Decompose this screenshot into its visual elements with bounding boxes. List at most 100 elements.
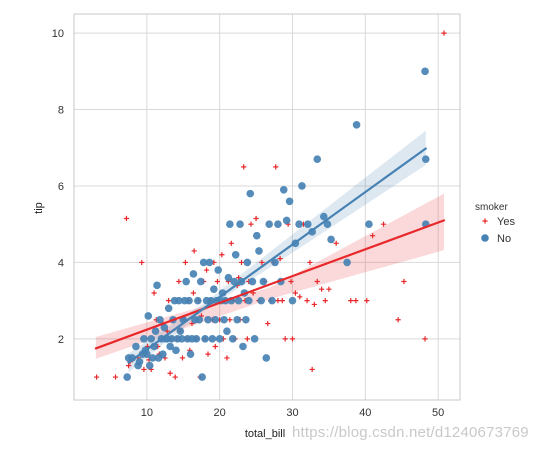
point-no [228,335,237,343]
y-tick-label: 2 [58,334,64,346]
point-no [211,315,220,324]
point-yes [311,301,317,308]
point-no [186,350,195,358]
point-no [246,189,255,198]
point-no [167,335,176,343]
point-yes [322,298,328,304]
point-no [220,315,228,324]
tick-labels: 10 20 30 40 50 2 4 6 8 10 [52,28,445,419]
point-no [248,277,257,286]
point-no [201,335,209,343]
point-yes [112,374,119,380]
point-no [234,296,243,305]
x-axis-label: total_bill [245,428,285,440]
point-yes [224,355,230,361]
point-yes [370,233,376,239]
point-no [177,335,186,343]
point-yes [441,30,447,36]
point-yes [279,298,285,304]
point-no [198,373,206,381]
point-no [144,312,153,320]
legend-marker-yes [482,218,488,224]
point-no [175,296,183,305]
legend-marker-no [481,234,489,242]
point-no [205,258,214,267]
point-no [285,197,294,206]
point-yes [273,164,279,170]
point-yes [401,278,407,285]
point-yes [292,290,299,296]
point-yes [172,374,178,380]
point-no [295,220,303,228]
point-no [231,250,240,259]
point-yes [277,255,283,262]
point-no [268,296,276,305]
point-no [156,315,164,324]
point-no [303,220,312,228]
point-yes [203,267,210,273]
point-no [160,323,169,332]
point-no [151,327,160,336]
point-no [132,342,140,351]
point-no [166,342,174,351]
point-no [135,357,144,366]
point-no [320,212,328,221]
point-no [352,121,361,129]
legend-label-no: No [497,233,511,245]
point-yes [214,278,221,285]
point-no [148,354,157,362]
point-no [257,296,265,305]
point-no [189,270,198,278]
point-yes [139,259,145,266]
y-axis-label: tip [33,202,45,214]
regression-line-yes [94,219,446,350]
point-no [192,335,201,343]
point-yes [259,259,265,266]
point-no [123,373,131,381]
point-no [343,258,351,267]
x-tick-label: 30 [286,407,298,419]
point-no [271,258,279,267]
point-no [224,273,233,282]
legend-label-yes: Yes [497,216,515,228]
point-no [250,335,259,343]
point-no [236,220,244,228]
point-no [194,296,202,305]
point-yes [126,363,132,369]
x-tick-label: 10 [141,407,153,419]
point-yes [238,259,245,266]
point-yes [176,278,182,285]
point-yes [395,317,401,323]
y-tick-label: 4 [58,257,64,269]
point-yes [166,298,172,304]
point-no [244,296,253,305]
ci-band-yes [95,193,444,359]
point-yes [314,278,320,285]
x-tick-label: 40 [359,407,371,419]
point-yes [219,252,225,258]
legend: smoker Yes No [475,202,515,245]
point-yes [307,259,313,266]
point-yes [289,336,296,342]
point-no [210,285,218,293]
point-yes [319,286,325,292]
point-yes [182,259,189,266]
point-yes [179,355,186,361]
point-no [282,216,291,225]
point-no [262,354,271,362]
point-no [288,296,297,305]
point-no [164,304,173,313]
x-tick-label: 20 [214,407,226,419]
point-no [153,281,161,290]
point-yes [227,317,233,323]
point-yes [353,298,359,304]
point-yes [422,336,428,342]
point-no [365,220,373,228]
point-no [185,296,193,305]
point-no [279,186,288,194]
point-yes [275,298,281,304]
point-no [145,361,154,370]
point-no [140,335,148,343]
point-yes [93,374,100,380]
